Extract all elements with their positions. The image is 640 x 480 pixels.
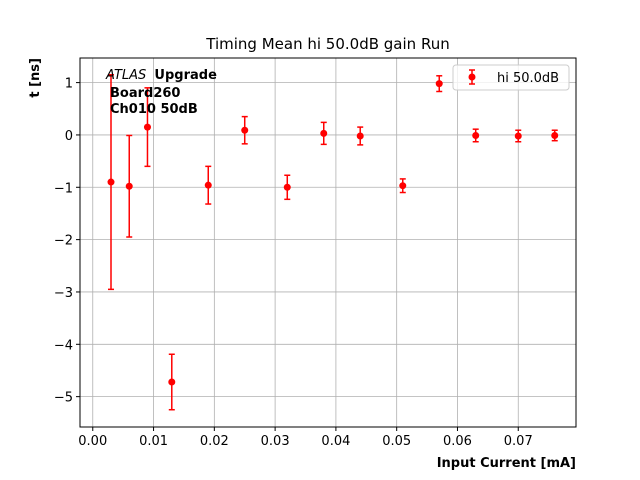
data-point (204, 181, 212, 189)
legend-box (452, 64, 570, 91)
grid (80, 58, 576, 427)
y-tick-label: −5 (54, 391, 73, 406)
data-point (168, 378, 176, 386)
data-point (241, 126, 249, 134)
x-tick-label: 0.06 (443, 434, 472, 449)
y-tick-label: 0 (65, 129, 73, 144)
data-point (551, 131, 559, 139)
y-tick-label: −1 (54, 181, 73, 196)
data-point (435, 80, 443, 88)
data-point (472, 131, 480, 139)
x-axis-label: Input Current [mA] (437, 456, 576, 471)
x-tick-label: 0.02 (200, 434, 229, 449)
x-tick-label: 0.03 (261, 434, 290, 449)
annotation-board: Board260 (110, 86, 180, 101)
data-point (514, 132, 522, 140)
legend-marker-icon (468, 73, 476, 81)
annotation-block: ATLAS Upgrade Board260 Ch010 50dB (105, 68, 217, 117)
y-tick-label: 1 (65, 77, 73, 92)
data-point (356, 132, 364, 140)
x-tick-label: 0.04 (321, 434, 350, 449)
annotation-line-1: ATLAS Upgrade (105, 68, 217, 83)
y-tick-label: −3 (54, 286, 73, 301)
data-series (107, 73, 559, 411)
data-point (283, 183, 291, 191)
data-point (143, 123, 151, 131)
data-point (107, 178, 115, 186)
data-point (399, 182, 407, 190)
x-tick-label: 0.05 (382, 434, 411, 449)
y-tick-label: −4 (54, 338, 73, 353)
y-tick-label: −2 (54, 234, 73, 249)
axis-ticks: 0.00 0.01 0.02 0.03 0.04 0.05 0.06 0.07 1 0 −1 −2 −3… (54, 77, 533, 449)
chart-title: Timing Mean hi 50.0dB gain Run (205, 35, 449, 53)
x-tick-label: 0.07 (504, 434, 533, 449)
annotation-experiment-tag: Upgrade (154, 68, 217, 83)
x-tick-label: 0.01 (139, 434, 168, 449)
annotation-channel: Ch010 50dB (110, 102, 198, 117)
plot-frame (79, 57, 577, 428)
data-point (125, 182, 133, 190)
x-tick-label: 0.00 (78, 434, 107, 449)
legend-label: hi 50.0dB (497, 71, 559, 86)
data-point (320, 129, 328, 137)
y-axis-label: t [ns] (28, 58, 43, 98)
annotation-experiment-name: ATLAS (105, 68, 146, 83)
legend: hi 50.0dB (452, 64, 570, 91)
